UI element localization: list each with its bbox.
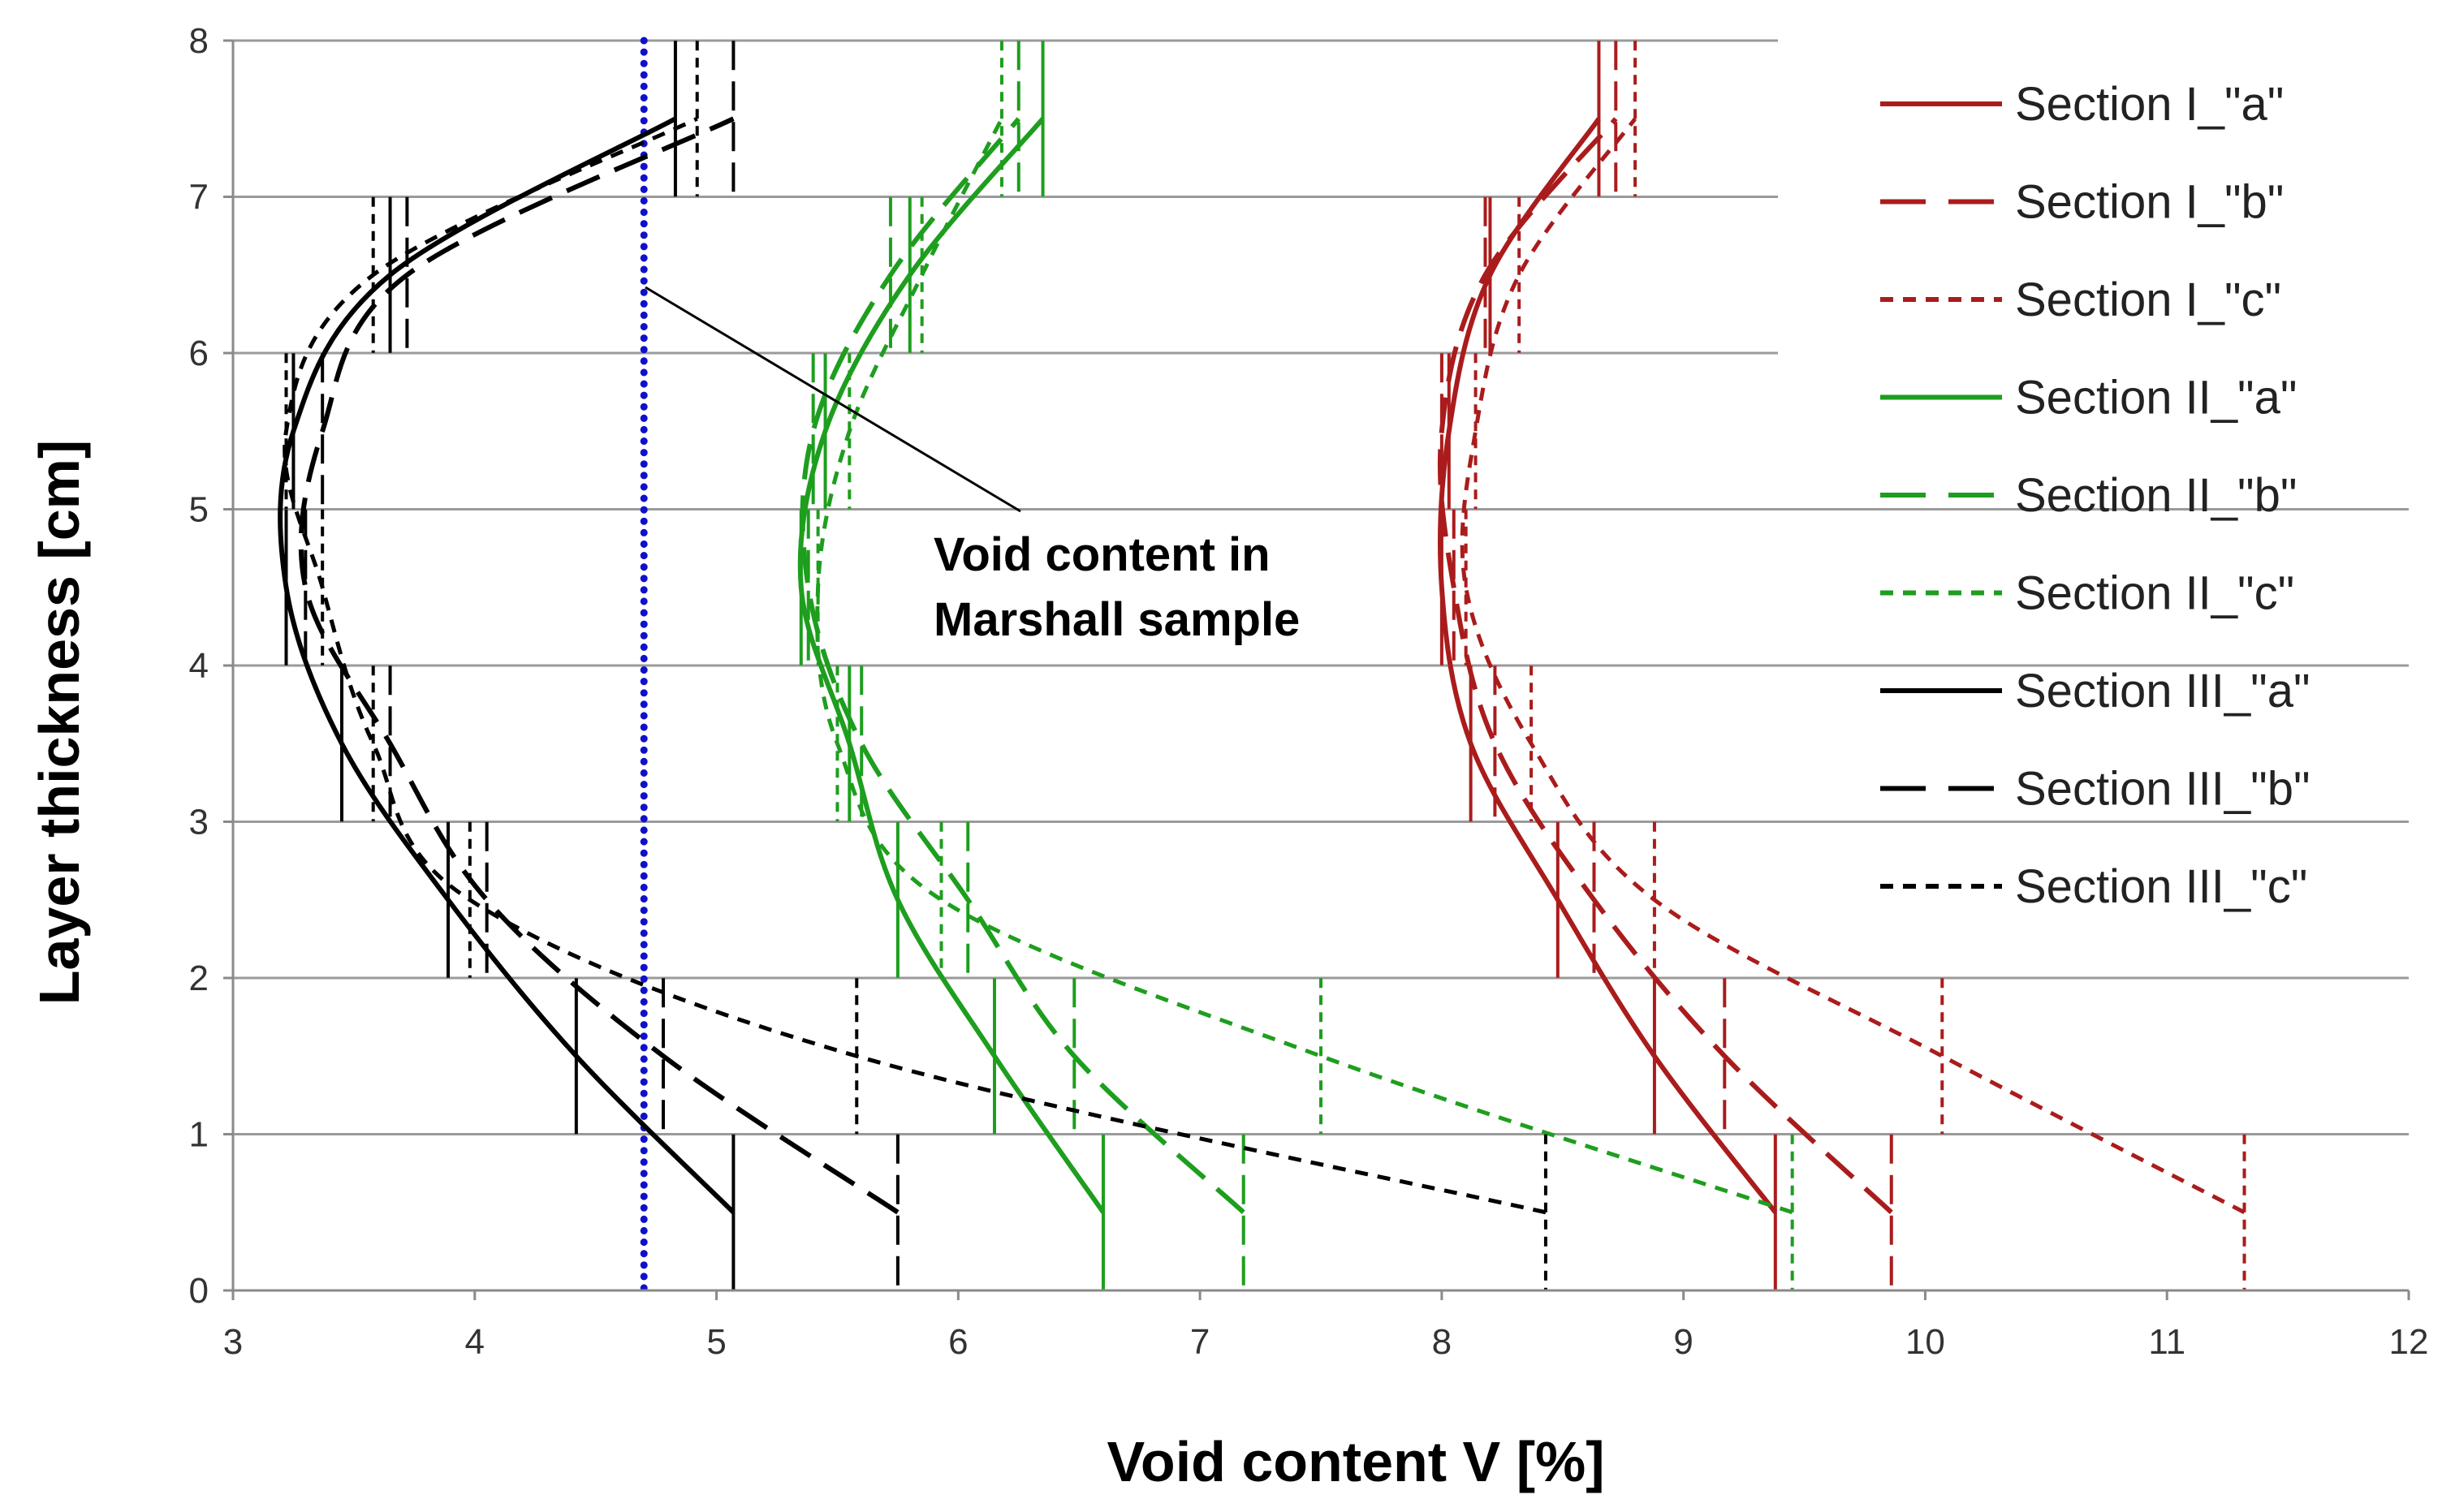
series-2 xyxy=(1460,41,2246,1290)
series-line-7 xyxy=(298,116,900,1215)
series-line-4 xyxy=(800,117,1245,1214)
y-tick-label-2: 2 xyxy=(189,958,209,998)
annotation-group: Void content in Marshall sample xyxy=(645,286,1300,646)
y-tick-label-0: 0 xyxy=(189,1271,209,1311)
series-5 xyxy=(815,41,1794,1290)
y-axis-title: Layer thickness [cm] xyxy=(28,440,91,1005)
y-tick-label-6: 6 xyxy=(189,334,209,373)
series-line-5 xyxy=(815,118,1793,1215)
legend-label-2: Section I_"c" xyxy=(2015,274,2281,326)
annotation-line-1: Void content in xyxy=(934,528,1271,581)
y-tick-label-4: 4 xyxy=(189,646,209,686)
series-1 xyxy=(1437,41,1893,1290)
x-tick-label-9: 12 xyxy=(2389,1322,2429,1362)
x-tick-label-4: 7 xyxy=(1190,1322,1210,1362)
x-tick-label-3: 6 xyxy=(948,1322,968,1362)
y-tick-label-8: 8 xyxy=(189,21,209,61)
annotation-leader-line xyxy=(645,286,1021,513)
x-tick-label-1: 4 xyxy=(465,1322,485,1362)
y-tick-label-7: 7 xyxy=(189,178,209,218)
legend-label-6: Section III_"a" xyxy=(2015,665,2310,717)
legend-label-8: Section III_"c" xyxy=(2015,860,2307,913)
series-3 xyxy=(797,41,1106,1290)
series-line-3 xyxy=(797,117,1106,1214)
series-line-8 xyxy=(283,116,1547,1215)
legend-label-4: Section II_"b" xyxy=(2015,469,2298,522)
series-group xyxy=(278,41,2246,1290)
series-line-1 xyxy=(1437,117,1893,1214)
y-tick-label-3: 3 xyxy=(189,803,209,842)
legend: Section I_"a" Section I_"b" Section I_"c" S… xyxy=(1880,78,2310,913)
y-tick-label-5: 5 xyxy=(189,490,209,530)
legend-label-1: Section I_"b" xyxy=(2015,176,2284,229)
series-4 xyxy=(800,41,1245,1290)
legend-label-3: Section II_"a" xyxy=(2015,372,2298,424)
x-tick-label-0: 3 xyxy=(223,1322,243,1362)
legend-label-7: Section III_"b" xyxy=(2015,763,2310,816)
x-tick-label-7: 10 xyxy=(1905,1322,1945,1362)
legend-label-5: Section II_"c" xyxy=(2015,567,2294,620)
x-tick-label-2: 5 xyxy=(706,1322,726,1362)
series-line-2 xyxy=(1460,117,2246,1214)
grid-lines xyxy=(233,39,2409,1135)
x-axis-title: Void content V [%] xyxy=(1107,1430,1604,1493)
series-8 xyxy=(283,41,1547,1290)
x-tick-label-5: 8 xyxy=(1432,1322,1452,1362)
series-line-6 xyxy=(278,116,736,1214)
legend-label-0: Section I_"a" xyxy=(2015,78,2284,131)
x-tick-label-8: 11 xyxy=(2148,1322,2185,1362)
y-tick-label-1: 1 xyxy=(189,1115,209,1155)
x-tick-label-6: 9 xyxy=(1673,1322,1693,1362)
annotation-line-2: Marshall sample xyxy=(934,593,1300,646)
